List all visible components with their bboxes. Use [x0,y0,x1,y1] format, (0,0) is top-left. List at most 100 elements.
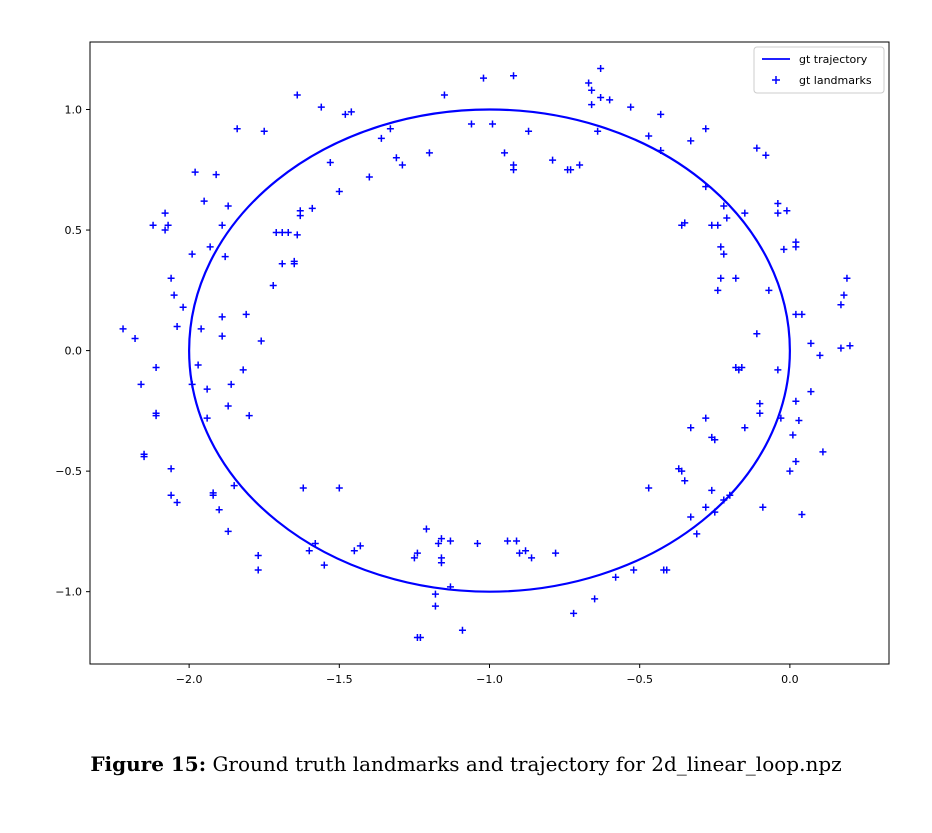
landmark-point [753,330,761,338]
landmark-point [293,91,301,99]
landmark-point [489,120,497,128]
landmark-point [161,209,169,217]
landmark-point [597,93,605,101]
landmark-point [798,310,806,318]
landmark-point [777,414,785,422]
landmark-point [242,310,250,318]
landmark-point [840,291,848,299]
landmark-point [458,626,466,634]
landmark-point [570,609,578,617]
landmark-point [762,151,770,159]
landmark-point [723,214,731,222]
landmark-point [702,183,710,191]
landmark-point [278,260,286,268]
landmark-point [398,161,406,169]
landmark-point [386,125,394,133]
landmark-point [203,414,211,422]
landmark-point [756,400,764,408]
landmark-point [218,313,226,321]
landmark-point [594,127,602,135]
landmark-point [254,552,262,560]
landmark-point [152,412,160,420]
landmark-point [431,602,439,610]
landmark-point [513,537,521,545]
landmark-point [606,96,614,104]
landmark-point [687,513,695,521]
landmark-point [792,238,800,246]
landmark-point [224,202,232,210]
landmark-point [501,149,509,157]
chart-figure: −2.0 −1.5 −1.0 −0.5 0.0 −1.0 −0.5 0.0 0.5 1.0 gt… [55,41,890,686]
landmark-point [434,539,442,547]
landmark-point [173,498,181,506]
landmark-point [467,120,475,128]
landmark-point [786,467,794,475]
y-tick-label: 0.5 [65,224,83,237]
landmark-point [741,209,749,217]
landmark-point [792,397,800,405]
landmark-point [759,503,767,511]
landmark-point [714,286,722,294]
figure-label: Figure 15: [90,752,207,776]
landmark-point [774,200,782,208]
landmark-point [341,110,349,118]
landmark-point [588,101,596,109]
landmark-point [525,127,533,135]
landmark-point [167,465,175,473]
landmark-point [167,274,175,282]
landmark-point [416,633,424,641]
landmark-point [188,380,196,388]
landmark-point [798,511,806,519]
y-tick-label: 1.0 [65,104,83,117]
landmark-point [681,477,689,485]
legend-marker-swatch [772,76,780,84]
landmark-point [149,221,157,229]
landmark-point [720,496,728,504]
x-tick-label: −1.5 [326,673,353,686]
landmark-point [792,310,800,318]
landmark-point [597,65,605,73]
landmark-point [522,547,530,555]
landmark-point [392,154,400,162]
landmark-point [188,250,196,258]
landmark-point [446,537,454,545]
landmark-point [425,149,433,157]
landmark-point [446,583,454,591]
landmark-point [440,91,448,99]
landmark-point [678,467,686,475]
x-axis: −2.0 −1.5 −1.0 −0.5 0.0 [176,664,799,686]
landmark-point [320,561,328,569]
landmark-point [317,103,325,111]
landmark-point [792,457,800,465]
landmark-point [588,86,596,94]
landmark-point [549,156,557,164]
landmark-point [657,110,665,118]
landmark-point [209,491,217,499]
landmark-point [504,537,512,545]
axes-frame [89,41,890,665]
landmark-point [687,137,695,145]
landmark-point [726,491,734,499]
landmark-point [843,274,851,282]
legend-label-trajectory: gt trajectory [799,53,868,66]
landmark-point [293,231,301,239]
landmark-point [350,547,358,555]
landmark-point [693,530,701,538]
landmark-point [224,527,232,535]
landmark-point [702,414,710,422]
x-tick-label: 0.0 [781,673,799,686]
figure-caption: Figure 15: Ground truth landmarks and tr… [0,752,932,776]
landmark-point [846,342,854,350]
landmark-point [789,431,797,439]
landmark-point [720,250,728,258]
y-tick-label: −1.0 [55,586,82,599]
landmark-point [296,207,304,215]
landmark-point [552,549,560,557]
landmark-point [479,74,487,82]
landmark-point [708,486,716,494]
landmark-point [257,337,265,345]
landmark-point [437,554,445,562]
landmark-point [161,226,169,234]
landmark-point [365,173,373,181]
landmark-point [819,448,827,456]
